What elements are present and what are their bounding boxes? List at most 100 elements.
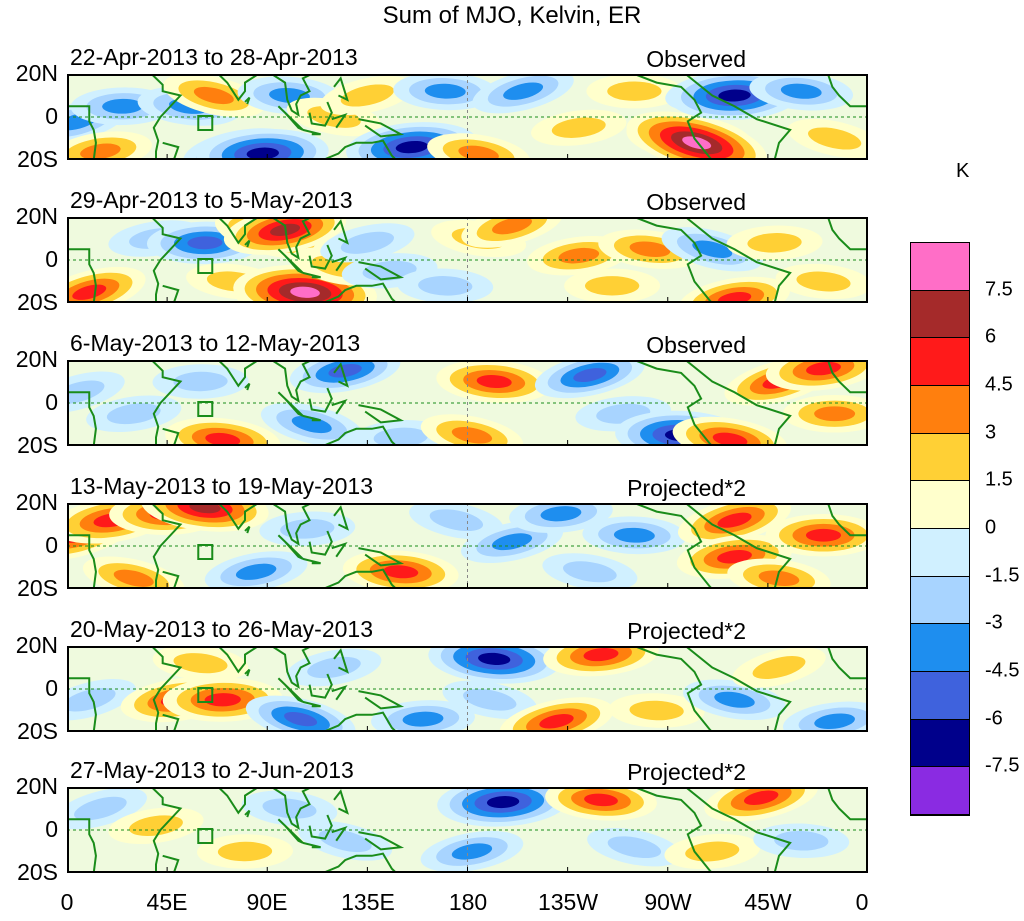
coastline [302,841,321,849]
anomaly-blob [67,679,136,721]
panel-status: Observed [646,332,746,358]
coastline [244,239,251,248]
contour-fill [173,653,228,674]
coastline [162,570,180,589]
coastline [162,284,180,303]
contour-fill [583,648,619,662]
anomaly-blob [298,820,393,861]
contour-fill [262,798,317,819]
lat-tick-label: 0 [45,675,58,701]
colorbar-swatch [911,719,969,768]
contour-fill [328,364,362,378]
colorbar-swatch [911,529,969,577]
coastline [322,139,397,160]
coastline [308,387,333,413]
heatmap-svg [67,646,868,732]
map-frame [67,217,868,303]
coastline [308,814,333,840]
panel-status: Projected*2 [627,759,746,785]
coastline [827,217,868,251]
panels-area: 22-Apr-2013 to 28-Apr-2013 Observed 20N 0 20… [15,44,868,885]
colorbar-label: -3 [985,611,1003,634]
contour-fill [478,652,511,665]
anomaly-blob [259,511,356,547]
chart-title: Sum of MJO, Kelvin, ER [382,2,642,29]
contour-fill [173,371,228,392]
contour-fill [193,86,234,105]
lat-tick-label: 20N [15,346,58,372]
contour-fill [486,796,520,809]
coastline [827,787,868,821]
coastline [217,503,259,531]
coastline [277,248,304,274]
colorbar-label: 0 [985,516,997,539]
contour-fill [402,711,444,727]
coastline [827,646,868,680]
contour-fill [429,509,484,532]
colorbar-swatch [911,576,969,625]
panel-status: Projected*2 [627,475,746,501]
coastline [358,690,405,710]
coastline [277,818,304,844]
contour-fill [717,512,752,528]
coastline [331,112,348,129]
panel-date-range: 22-Apr-2013 to 28-Apr-2013 [70,44,358,70]
anomaly-blob [197,834,293,869]
colorbar-swatch [911,433,969,482]
panel-status: Observed [646,46,746,72]
contour-fill [712,432,748,446]
coastline [358,261,405,281]
contour-fill [629,241,671,258]
panel-date-range: 13-May-2013 to 19-May-2013 [70,473,373,499]
coastline [302,271,321,279]
anomaly-blob [371,700,475,732]
contour-fill [814,713,855,730]
lat-tick-label: 0 [45,532,58,558]
lat-tick-label: 20N [15,632,58,658]
contour-fill [743,790,779,806]
colorbar-unit: K [956,160,970,182]
contour-fill [463,688,517,711]
contour-fill [458,145,499,160]
anomaly-blob [765,514,868,557]
anomaly-blob [775,263,868,300]
colorbar-label: 6 [985,325,997,348]
contour-fill [808,127,862,150]
coastline [333,219,349,245]
contour-fill [106,403,161,425]
region-box [197,115,214,131]
coastline [322,282,397,303]
anomaly-blob [608,693,705,728]
contour-fill [476,374,512,389]
lat-tick-label: 20S [17,146,58,172]
contour-fill [246,147,279,160]
anomaly-blob [82,556,185,589]
anomaly-blob [545,787,657,821]
contour-fill [584,793,618,807]
coastline [322,852,397,873]
map-frame [67,646,868,732]
heatmap-svg [67,217,868,303]
map-panel [67,646,868,732]
colorbar-label: -7.5 [985,754,1020,777]
contour-fill [539,713,574,729]
coastline [331,255,348,272]
coastline [162,427,180,446]
anomaly-blob [108,807,204,844]
x-tick-label: 90E [246,889,288,915]
contour-fill [814,406,856,422]
contour-fill [204,693,241,707]
lat-tick-label: 20S [17,432,58,458]
x-tick-label: 45E [146,889,188,915]
coastline [331,825,348,842]
lat-tick-label: 20N [15,489,58,515]
coastline [217,360,259,388]
coastline [67,74,183,160]
contour-fill [796,271,851,292]
coastline [217,787,259,815]
coastline [67,646,183,732]
coastline [358,118,405,138]
anomaly-blob [534,360,645,399]
contour-fill [72,284,107,300]
x-tick-label: 0 [855,889,869,915]
